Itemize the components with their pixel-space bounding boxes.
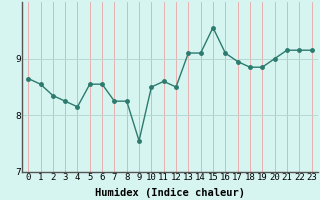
X-axis label: Humidex (Indice chaleur): Humidex (Indice chaleur) [95, 188, 245, 198]
